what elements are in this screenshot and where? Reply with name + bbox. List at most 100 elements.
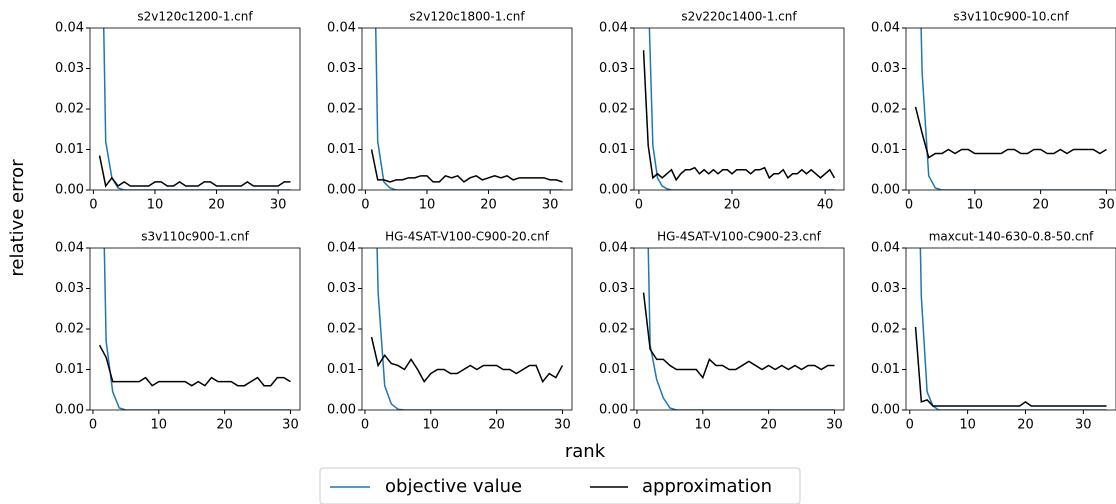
y-tick-label: 0.03 — [871, 281, 900, 296]
series-line — [648, 28, 835, 190]
y-tick-label: 0.04 — [55, 21, 84, 36]
axes-frame — [633, 247, 845, 411]
y-tick-label: 0.02 — [599, 322, 628, 337]
x-tick-label: 10 — [423, 418, 440, 433]
x-tick-label: 30 — [1075, 418, 1092, 433]
plot-area — [370, 28, 563, 190]
x-tick-label: 30 — [554, 418, 571, 433]
axes-frame — [905, 27, 1116, 191]
x-tick-label: 0 — [635, 198, 643, 213]
axes-frame — [361, 247, 573, 411]
x-tick-label: 10 — [695, 418, 712, 433]
x-tick-label: 10 — [419, 198, 436, 213]
y-tick-label: 0.02 — [55, 322, 84, 337]
series-line — [376, 248, 563, 410]
x-tick-label: 0 — [361, 418, 369, 433]
y-tick-label: 0.00 — [55, 183, 84, 198]
y-tick-label: 0.04 — [871, 21, 900, 36]
x-tick-label: 20 — [1032, 198, 1049, 213]
y-tick-label: 0.01 — [55, 362, 84, 377]
x-tick-label: 0 — [89, 418, 97, 433]
y-axis-label: relative error — [7, 159, 28, 277]
y-tick-label: 0.03 — [55, 281, 84, 296]
y-tick-label: 0.01 — [871, 142, 900, 157]
y-tick-label: 0.00 — [55, 403, 84, 418]
series-line — [102, 28, 291, 190]
y-tick-label: 0.01 — [599, 142, 628, 157]
x-tick-label: 0 — [633, 418, 641, 433]
y-tick-label: 0.04 — [599, 21, 628, 36]
series-line — [914, 106, 1107, 159]
series-line — [370, 336, 564, 384]
subplot-title: s2v120c1800-1.cnf — [409, 10, 525, 24]
plot-area — [642, 28, 836, 190]
x-tick-label: 20 — [1017, 418, 1034, 433]
x-tick-label: 20 — [480, 198, 497, 213]
series-line — [374, 28, 563, 190]
y-tick-label: 0.01 — [599, 362, 628, 377]
x-tick-label: 30 — [270, 198, 287, 213]
subplot-title: HG-4SAT-V100-C900-23.cnf — [657, 230, 822, 244]
y-tick-label: 0.00 — [871, 403, 900, 418]
x-tick-label: 20 — [216, 418, 233, 433]
plot-area — [98, 248, 291, 410]
y-tick-label: 0.03 — [599, 281, 628, 296]
y-tick-label: 0.02 — [55, 102, 84, 117]
subplot-title: HG-4SAT-V100-C900-20.cnf — [385, 230, 550, 244]
y-tick-label: 0.01 — [871, 362, 900, 377]
y-tick-label: 0.04 — [327, 21, 356, 36]
x-tick-label: 0 — [361, 198, 369, 213]
y-tick-label: 0.00 — [599, 183, 628, 198]
subplot-title: maxcut-140-630-0.8-50.cnf — [929, 230, 1094, 244]
y-tick-label: 0.03 — [871, 61, 900, 76]
y-tick-label: 0.00 — [327, 403, 356, 418]
series-line — [914, 326, 1107, 407]
y-tick-label: 0.04 — [599, 241, 628, 256]
subplot-title: s3v110c900-1.cnf — [141, 230, 249, 244]
y-tick-label: 0.00 — [871, 183, 900, 198]
y-tick-label: 0.02 — [871, 102, 900, 117]
axes-frame — [89, 27, 301, 191]
series-line — [98, 344, 291, 387]
y-tick-label: 0.04 — [55, 241, 84, 256]
y-tick-label: 0.01 — [327, 362, 356, 377]
x-tick-label: 20 — [760, 418, 777, 433]
x-tick-label: 20 — [488, 418, 505, 433]
series-line — [103, 248, 291, 410]
series-line — [642, 50, 836, 182]
x-tick-label: 10 — [147, 198, 164, 213]
y-tick-label: 0.03 — [599, 61, 628, 76]
x-tick-label: 20 — [208, 198, 225, 213]
axes-frame — [361, 27, 573, 191]
legend-label: objective value — [385, 476, 522, 497]
legend-box — [319, 467, 801, 504]
legend-label: approximation — [642, 476, 772, 497]
x-tick-label: 10 — [151, 418, 168, 433]
series-line — [919, 248, 1107, 410]
axes-frame — [633, 27, 845, 191]
y-tick-label: 0.02 — [327, 102, 356, 117]
y-tick-label: 0.03 — [55, 61, 84, 76]
y-tick-label: 0.01 — [55, 142, 84, 157]
axes-frame — [89, 247, 301, 411]
series-line — [98, 155, 291, 188]
x-tick-label: 30 — [542, 198, 559, 213]
y-tick-label: 0.01 — [327, 142, 356, 157]
subplot-title: s2v220c1400-1.cnf — [681, 10, 797, 24]
y-tick-label: 0.04 — [871, 241, 900, 256]
x-tick-label: 30 — [826, 418, 843, 433]
series-line — [370, 149, 563, 183]
x-tick-label: 0 — [905, 198, 913, 213]
y-tick-label: 0.00 — [327, 183, 356, 198]
y-tick-label: 0.04 — [327, 241, 356, 256]
x-tick-label: 0 — [906, 418, 914, 433]
plot-area — [914, 248, 1107, 410]
series-line — [642, 292, 835, 380]
x-tick-label: 40 — [817, 198, 834, 213]
plot-area — [914, 28, 1107, 190]
x-tick-label: 0 — [89, 198, 97, 213]
x-tick-label: 10 — [959, 418, 976, 433]
plot-area — [370, 248, 564, 410]
y-tick-label: 0.02 — [327, 322, 356, 337]
